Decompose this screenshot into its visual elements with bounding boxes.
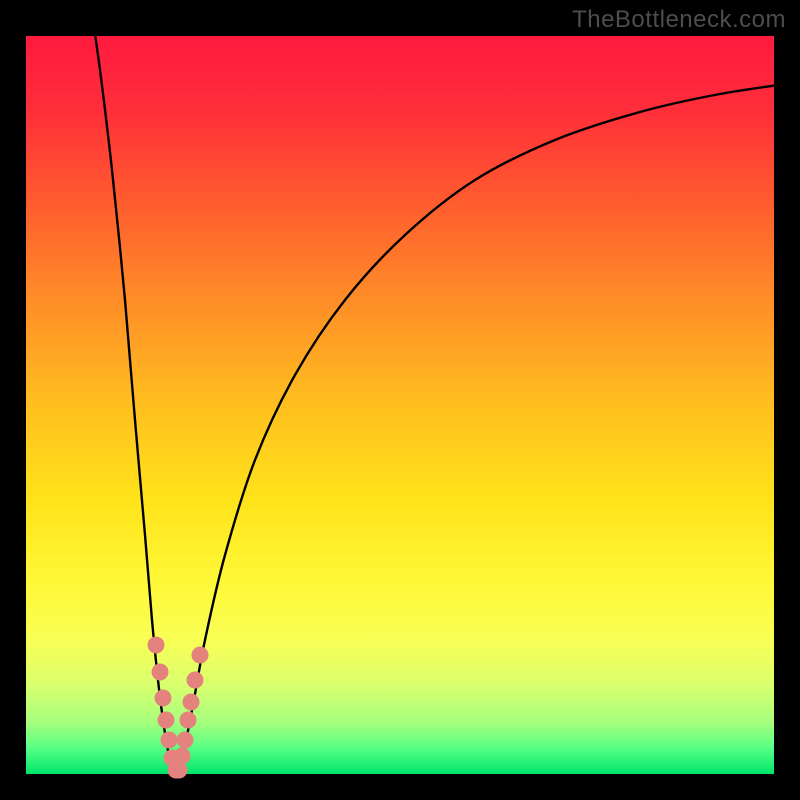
marker-9 xyxy=(177,732,194,749)
watermark-text: TheBottleneck.com xyxy=(572,6,786,34)
marker-1 xyxy=(152,664,169,681)
marker-11 xyxy=(183,694,200,711)
marker-8 xyxy=(174,748,191,765)
plot-background xyxy=(26,36,774,774)
marker-13 xyxy=(192,647,209,664)
marker-3 xyxy=(158,712,175,729)
bottleneck-chart xyxy=(0,0,800,800)
marker-12 xyxy=(187,672,204,689)
marker-10 xyxy=(180,712,197,729)
marker-2 xyxy=(155,690,172,707)
marker-4 xyxy=(161,732,178,749)
chart-stage: TheBottleneck.com xyxy=(0,0,800,800)
marker-0 xyxy=(148,637,165,654)
marker-7 xyxy=(171,762,188,779)
